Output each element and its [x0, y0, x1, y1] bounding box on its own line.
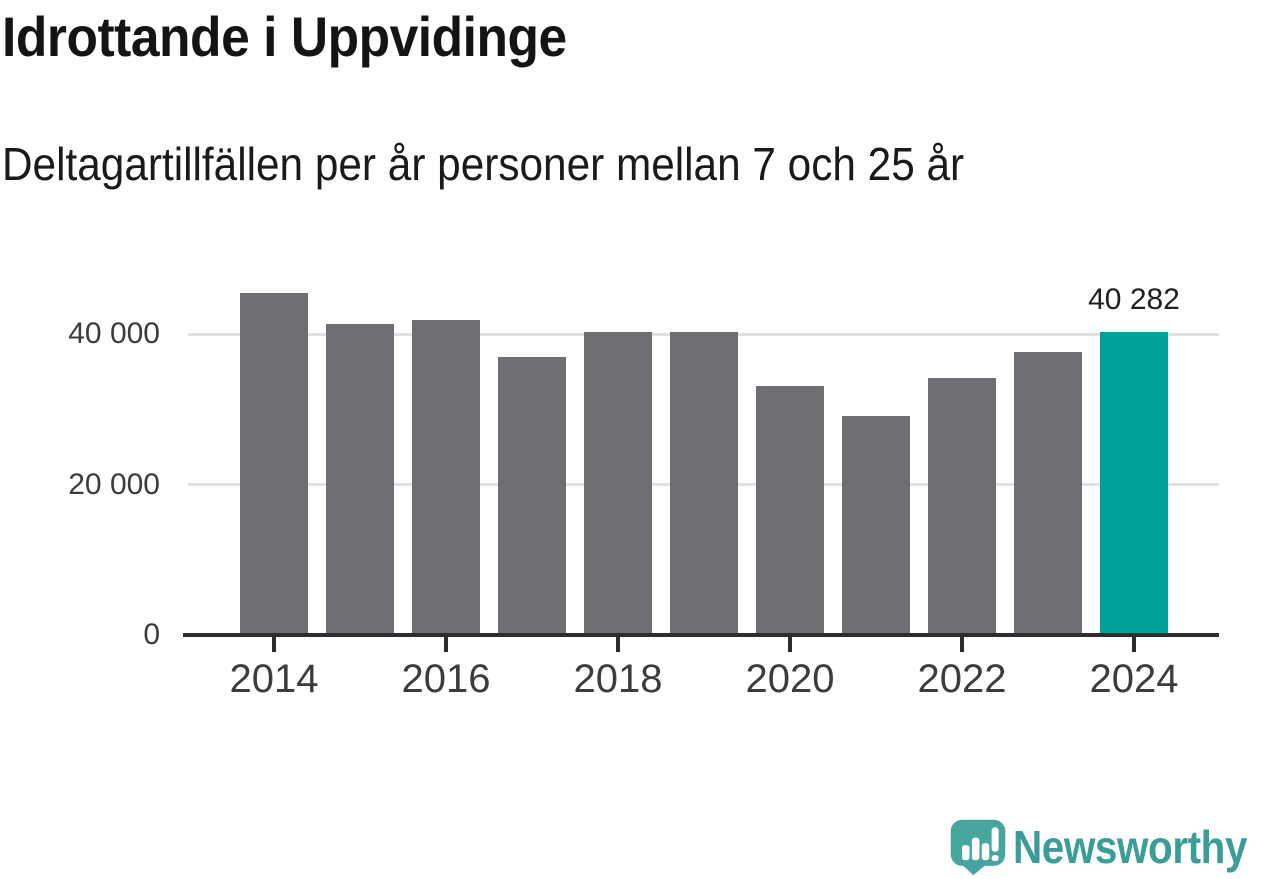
y-axis-label-20000: 20 000: [68, 467, 160, 501]
bar-2018: [584, 332, 652, 635]
bar-2020: [756, 385, 824, 635]
x-axis-label-2024: 2024: [1089, 657, 1179, 701]
highlight-value-label: 40 282: [1088, 283, 1180, 316]
newsworthy-brand-text: Newsworthy: [1013, 821, 1248, 873]
x-axis-tick-2018: [616, 637, 620, 652]
bar-2015: [326, 323, 394, 635]
y-axis-label-0: 0: [143, 618, 160, 651]
bar-2022: [928, 378, 996, 635]
x-axis-label-2014: 2014: [229, 657, 319, 701]
x-axis-tick-2016: [444, 637, 448, 652]
chart-subtitle: Deltagartillfällen per år personer mella…: [2, 138, 965, 190]
x-axis-label-2018: 2018: [573, 657, 663, 701]
chart-title: Idrottande i Uppvidinge: [2, 5, 567, 68]
x-axis-label-2016: 2016: [401, 657, 491, 701]
bar-2024: [1100, 331, 1168, 635]
bar-2017: [498, 357, 566, 635]
bar-2021: [842, 416, 910, 635]
bar-2014: [240, 292, 308, 635]
x-axis-tick-2022: [960, 637, 964, 652]
x-axis-tick-2024: [1132, 637, 1136, 652]
x-axis-line: [183, 633, 1219, 637]
bar-2023: [1014, 352, 1082, 635]
x-axis-label-2020: 2020: [745, 657, 835, 701]
x-axis-label-2022: 2022: [917, 657, 1007, 701]
x-axis-tick-2020: [788, 637, 792, 652]
bar-2016: [412, 320, 480, 635]
bar-2019: [670, 331, 738, 635]
newsworthy-logo-icon: [950, 819, 1006, 876]
y-axis-label-40000: 40 000: [68, 317, 160, 350]
x-axis-tick-2014: [272, 637, 276, 652]
